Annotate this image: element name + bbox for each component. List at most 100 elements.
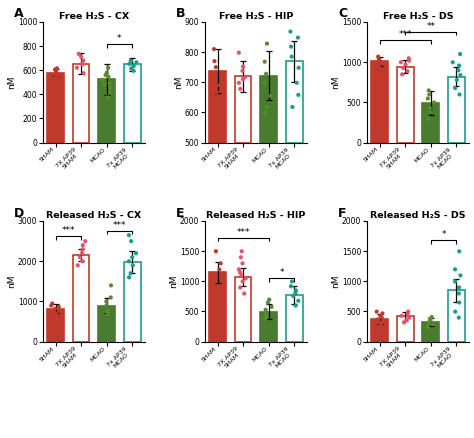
Point xyxy=(268,303,275,310)
Point xyxy=(100,81,108,88)
Bar xyxy=(73,255,90,342)
Point xyxy=(405,57,413,64)
Point xyxy=(265,296,273,303)
Point xyxy=(239,278,246,285)
Text: ***: *** xyxy=(237,228,250,237)
Text: F: F xyxy=(338,206,346,219)
Point xyxy=(402,61,410,68)
Point xyxy=(104,306,111,313)
Point xyxy=(80,57,87,64)
Point xyxy=(55,303,63,310)
Point xyxy=(424,323,431,330)
Point xyxy=(127,57,135,64)
Point xyxy=(210,46,218,53)
Point xyxy=(292,287,300,294)
Point xyxy=(236,269,244,276)
Point xyxy=(403,67,411,74)
Point xyxy=(429,321,437,328)
Bar xyxy=(124,262,141,342)
Point xyxy=(456,272,464,279)
Point xyxy=(376,312,384,319)
Bar xyxy=(422,103,439,142)
Point xyxy=(449,59,456,66)
Point xyxy=(263,309,270,316)
Point xyxy=(287,28,294,35)
Point xyxy=(294,34,302,41)
Bar xyxy=(47,309,64,342)
Point xyxy=(216,266,223,273)
Point xyxy=(130,63,137,70)
Point xyxy=(107,89,114,96)
Point xyxy=(405,314,413,321)
Title: Free H₂S - HIP: Free H₂S - HIP xyxy=(219,12,293,21)
Point xyxy=(216,82,223,89)
Bar xyxy=(260,311,277,342)
Point xyxy=(455,314,463,321)
Point xyxy=(401,319,408,326)
Title: Free H₂S - DS: Free H₂S - DS xyxy=(383,12,453,21)
Point xyxy=(238,248,246,255)
Point xyxy=(242,275,249,282)
Text: ***: *** xyxy=(62,226,75,235)
Text: *: * xyxy=(117,34,122,43)
Point xyxy=(126,60,133,67)
Point xyxy=(451,266,459,273)
Point xyxy=(105,73,112,80)
Point xyxy=(404,308,412,315)
Point xyxy=(104,310,112,317)
Point xyxy=(53,65,61,72)
Point xyxy=(239,76,246,83)
Point xyxy=(430,99,438,106)
Text: *: * xyxy=(279,268,284,277)
Point xyxy=(240,290,248,297)
Point xyxy=(372,62,379,69)
Point xyxy=(405,55,412,62)
Point xyxy=(261,110,268,117)
Bar xyxy=(260,76,277,142)
Point xyxy=(374,316,382,323)
Point xyxy=(48,300,56,307)
Point xyxy=(294,297,302,304)
Point xyxy=(104,94,111,101)
Y-axis label: nM: nM xyxy=(169,275,178,288)
Bar xyxy=(371,319,388,342)
Point xyxy=(127,270,134,277)
Point xyxy=(267,92,274,99)
Point xyxy=(397,59,405,66)
Point xyxy=(78,250,86,257)
Point xyxy=(107,294,115,301)
Title: Released H₂S - CX: Released H₂S - CX xyxy=(46,211,142,220)
Point xyxy=(52,310,60,317)
Point xyxy=(237,85,244,92)
Point xyxy=(404,311,411,318)
Point xyxy=(425,87,432,94)
Y-axis label: nM: nM xyxy=(174,75,183,89)
Point xyxy=(99,76,106,83)
Text: ***: *** xyxy=(399,30,412,39)
Point xyxy=(51,66,59,73)
Point xyxy=(235,79,243,86)
Point xyxy=(106,80,113,87)
Point xyxy=(398,312,405,319)
Point xyxy=(129,262,137,269)
Text: C: C xyxy=(338,7,347,21)
Point xyxy=(264,299,272,306)
Point xyxy=(455,67,462,74)
Bar xyxy=(210,71,226,142)
Point xyxy=(424,95,432,102)
Point xyxy=(426,91,433,98)
Point xyxy=(262,312,270,319)
Point xyxy=(288,278,296,285)
Point xyxy=(77,53,85,60)
Point xyxy=(79,60,86,67)
Point xyxy=(215,284,222,291)
Point xyxy=(79,242,87,249)
Bar xyxy=(47,73,64,142)
Point xyxy=(237,254,245,261)
Point xyxy=(456,50,464,57)
Point xyxy=(456,91,463,98)
Point xyxy=(292,302,300,309)
Point xyxy=(398,71,406,78)
Y-axis label: nM: nM xyxy=(331,75,340,89)
Bar xyxy=(124,64,141,142)
